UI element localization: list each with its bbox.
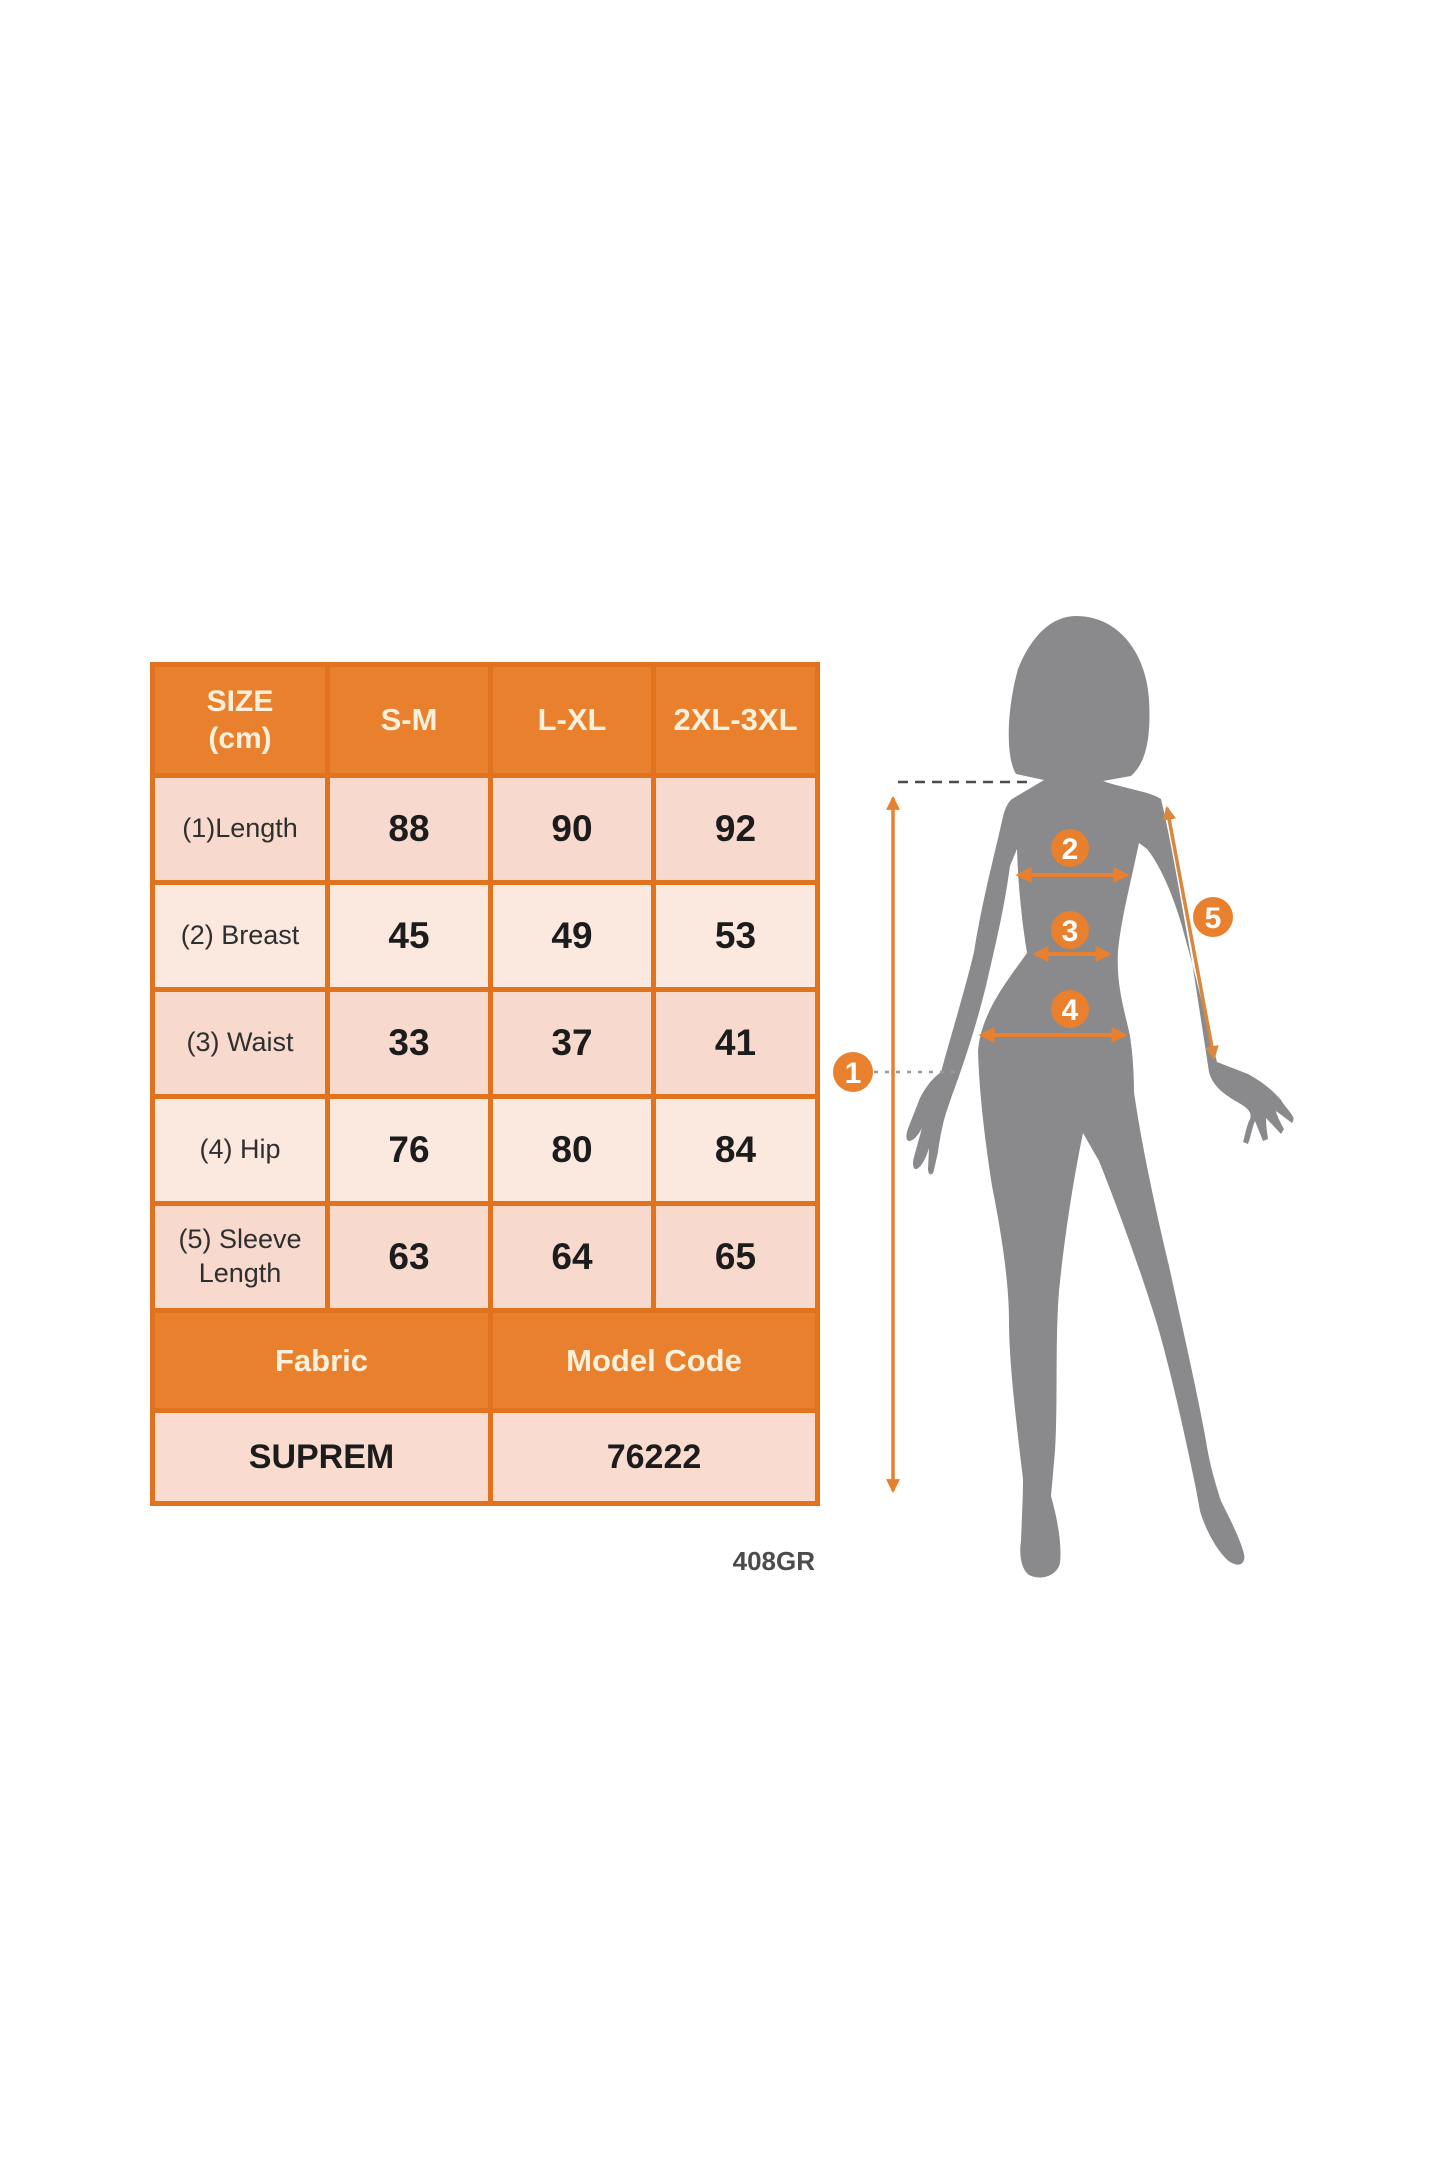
- marker-circle: [1193, 897, 1233, 937]
- product-code-note: 408GR: [732, 1546, 815, 1576]
- size-value-cell: 88: [325, 773, 493, 885]
- size-value-cell: 84: [651, 1094, 820, 1206]
- size-table: SIZE (cm) S-M L-XL 2XL-3XL (1)Length 88 …: [150, 662, 820, 1506]
- table-header-row: SIZE (cm) S-M L-XL 2XL-3XL: [150, 662, 820, 778]
- corner-header-line2: (cm): [208, 722, 272, 755]
- size-value-cell: 45: [325, 880, 493, 992]
- table-footer-value-row: SUPREM 76222: [150, 1408, 820, 1506]
- table-row-sleeve-length: (5) Sleeve Length 63 64 65: [150, 1201, 820, 1313]
- column-header-lxl: L-XL: [488, 662, 656, 778]
- size-value-cell: 80: [488, 1094, 656, 1206]
- marker-label: 1: [845, 1057, 862, 1090]
- size-value-cell: 49: [488, 880, 656, 992]
- corner-header-line1: SIZE: [206, 684, 274, 718]
- marker-4: 4: [1051, 990, 1089, 1028]
- table-row-hip: (4) Hip 76 80 84: [150, 1094, 820, 1206]
- row-label: (1)Length: [150, 773, 330, 885]
- marker-circle: [1051, 990, 1089, 1028]
- size-value-cell: 63: [325, 1201, 493, 1313]
- size-value-cell: 37: [488, 987, 656, 1099]
- body-silhouette: [906, 616, 1294, 1578]
- model-code-header-cell: Model Code: [488, 1308, 820, 1413]
- marker-label: 5: [1205, 902, 1222, 935]
- marker-3: 3: [1051, 911, 1089, 949]
- marker-1: 1: [833, 1052, 873, 1092]
- size-value-cell: 90: [488, 773, 656, 885]
- marker-label: 3: [1062, 915, 1079, 948]
- table-row-length: (1)Length 88 90 92: [150, 773, 820, 885]
- marker-circle: [1051, 911, 1089, 949]
- row-label: (5) Sleeve Length: [150, 1201, 330, 1313]
- marker-circle: [833, 1052, 873, 1092]
- column-header-sm: S-M: [325, 662, 493, 778]
- row-label: (4) Hip: [150, 1094, 330, 1206]
- size-value-cell: 33: [325, 987, 493, 1099]
- model-code-value-cell: 76222: [488, 1408, 820, 1506]
- table-footer-header-row: Fabric Model Code: [150, 1308, 820, 1413]
- fabric-value-cell: SUPREM: [150, 1408, 493, 1506]
- marker-5: 5: [1193, 897, 1233, 937]
- size-value-cell: 64: [488, 1201, 656, 1313]
- size-value-cell: 92: [651, 773, 820, 885]
- fabric-header-cell: Fabric: [150, 1308, 493, 1413]
- marker-label: 2: [1062, 833, 1079, 866]
- row-label: (2) Breast: [150, 880, 330, 992]
- marker-label: 4: [1062, 994, 1079, 1027]
- size-value-cell: 65: [651, 1201, 820, 1313]
- size-value-cell: 53: [651, 880, 820, 992]
- column-header-2xl3xl: 2XL-3XL: [651, 662, 820, 778]
- corner-header-cell: SIZE (cm): [150, 662, 330, 778]
- body-measurement-figure: 1 2 3 4 5: [833, 616, 1294, 1578]
- marker-2: 2: [1051, 829, 1089, 867]
- marker-circle: [1051, 829, 1089, 867]
- table-row-breast: (2) Breast 45 49 53: [150, 880, 820, 992]
- size-value-cell: 41: [651, 987, 820, 1099]
- table-row-waist: (3) Waist 33 37 41: [150, 987, 820, 1099]
- sleeve-measure-arrow: [1162, 805, 1219, 1061]
- row-label: (3) Waist: [150, 987, 330, 1099]
- size-value-cell: 76: [325, 1094, 493, 1206]
